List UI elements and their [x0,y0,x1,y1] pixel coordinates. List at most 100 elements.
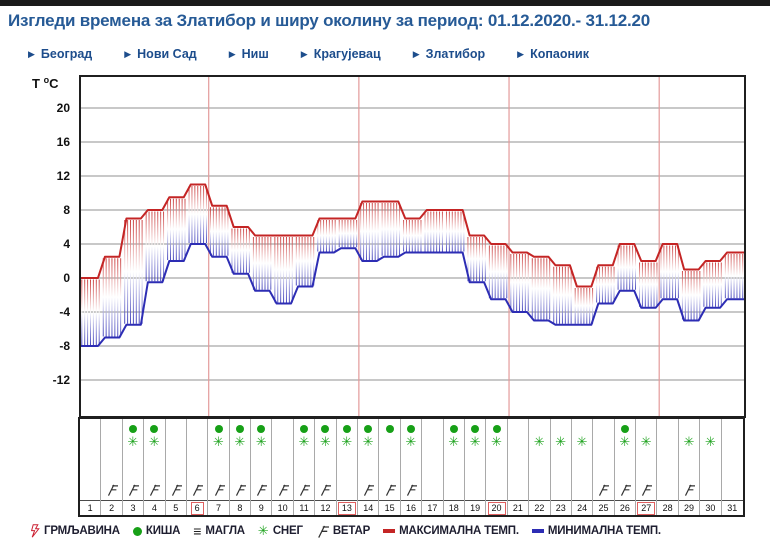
day-number-cell: 26 [614,500,636,515]
arrow-right-icon: ▶ [300,48,308,59]
snow-icon: ✳ [255,434,267,449]
snow-icon: ✳ [127,434,139,449]
day-number-cell: 16 [400,500,422,515]
legend-item-fog: ≡ МАГЛА [193,523,245,539]
day-number: 24 [577,502,588,513]
svg-text:16: 16 [57,135,71,149]
rain-icon [449,425,458,433]
day-number: 7 [216,502,222,513]
rain-icon [257,425,266,433]
legend-label: КИША [145,525,181,537]
nav-item-kragujevac[interactable]: ▶ Крагујевац [301,47,381,61]
rain-icon [150,425,159,433]
rain-icon [471,425,480,433]
fog-icon: ≡ [193,523,202,539]
arrow-right-icon: ▶ [124,48,132,59]
day-number: 11 [299,502,309,513]
day-column: ✳ 12 [315,419,337,515]
day-number: 5 [173,502,179,513]
snow-icon: ✳ [619,434,631,449]
day-number-cell: 6 [186,500,208,515]
day-number: 29 [684,502,695,513]
arrow-right-icon: ▶ [517,48,525,59]
day-column: ✳ 13 [336,419,359,515]
rain-icon [385,425,394,433]
rain-icon [364,425,373,433]
svg-text:0: 0 [63,271,70,285]
day-number: 9 [258,502,264,513]
day-number-cell: 24 [571,500,593,515]
wind-icon [148,483,161,497]
max-temp-line-icon [383,529,396,533]
min-temp-line-icon [531,529,544,533]
nav-item-novi-sad[interactable]: ▶ Нови Сад [124,47,197,61]
day-number: 28 [662,502,673,513]
day-number-cell: 28 [657,500,678,515]
snow-icon: ✳ [704,434,716,449]
day-column: ✳ 24 [571,419,594,515]
day-number: 19 [470,502,481,513]
legend-item-thunder: ГРМЉАВИНА [30,524,120,538]
day-number-cell: 25 [593,500,614,515]
arrow-right-icon: ▶ [28,48,35,59]
snow-icon: ✳ [576,434,588,449]
legend-item-min-temp: МИНИМАЛНА ТЕМП. [531,525,661,537]
day-column: ✳5 [165,419,187,515]
snow-icon: ✳ [362,434,374,449]
nav-item-zlatibor[interactable]: ▶ Златибор [413,47,485,61]
day-number: 21 [512,502,523,513]
snow-icon: ✳ [683,434,695,449]
nav-item-nis[interactable]: ▶ Ниш [229,47,269,61]
day-column: ✳ 4 [144,419,166,515]
day-number-cell: 13 [336,500,358,515]
snow-icon: ✳ [341,434,353,449]
legend-label: ГРМЉАВИНА [44,525,120,537]
nav-label: Нови Сад [137,47,197,61]
svg-text:-12: -12 [53,373,71,387]
day-number-cell: 14 [358,500,379,515]
day-column: ✳ 19 [464,419,487,515]
day-number: 6 [190,501,204,515]
day-column: ✳2 [101,419,123,515]
day-number-cell: 12 [315,500,336,515]
nav-label: Ниш [241,47,269,61]
day-number-cell: 20 [486,500,507,515]
snow-icon: ✳ [405,434,417,449]
wind-icon [213,483,225,497]
city-nav: ▶ Београд ▶ Нови Сад ▶ Ниш ▶ Крагујевац … [28,47,589,61]
day-number-cell: 19 [464,500,486,515]
chart-legend: ГРМЉАВИНА КИША ≡ МАГЛА ✳ СНЕГ ВЕТАР МАКС… [30,524,765,538]
rain-icon [406,425,415,433]
day-number-cell: 30 [700,500,721,515]
legend-label: МАГЛА [205,525,245,537]
wind-icon [277,483,289,497]
day-column: ✳ 29 [678,419,701,515]
nav-item-kopaonik[interactable]: ▶ Копаоник [517,47,589,61]
day-number: 20 [487,501,506,515]
day-number: 16 [405,502,416,513]
svg-text:12: 12 [57,169,71,183]
day-number: 26 [619,502,630,513]
page-title: Изгледи времена за Златибор и ширу околи… [8,11,651,30]
day-number-cell: 9 [251,500,272,515]
day-number: 18 [448,502,459,513]
day-column: ✳6 [186,419,209,515]
svg-text:T oC: T oC [32,75,59,91]
legend-item-wind: ВЕТАР [316,525,370,538]
wind-icon [317,525,329,538]
rain-icon [128,425,137,433]
day-number: 30 [705,502,716,513]
nav-item-beograd[interactable]: ▶ Београд [28,47,92,61]
wind-icon [319,483,332,497]
svg-text:-8: -8 [59,339,70,353]
day-number: 25 [598,502,609,513]
nav-label: Златибор [425,47,486,61]
wind-icon [127,483,139,497]
day-number: 10 [277,502,288,513]
day-column: ✳ 20 [486,419,508,515]
wind-icon [640,483,653,497]
weather-day-strip: ✳1✳2✳3✳4✳5✳6✳7✳8✳9✳10✳11✳12✳13✳14✳15✳16✳… [78,417,745,517]
legend-label: ВЕТАР [332,525,371,537]
legend-item-max-temp: МАКСИМАЛНА ТЕМП. [383,525,519,537]
day-number-cell: 11 [293,500,315,515]
